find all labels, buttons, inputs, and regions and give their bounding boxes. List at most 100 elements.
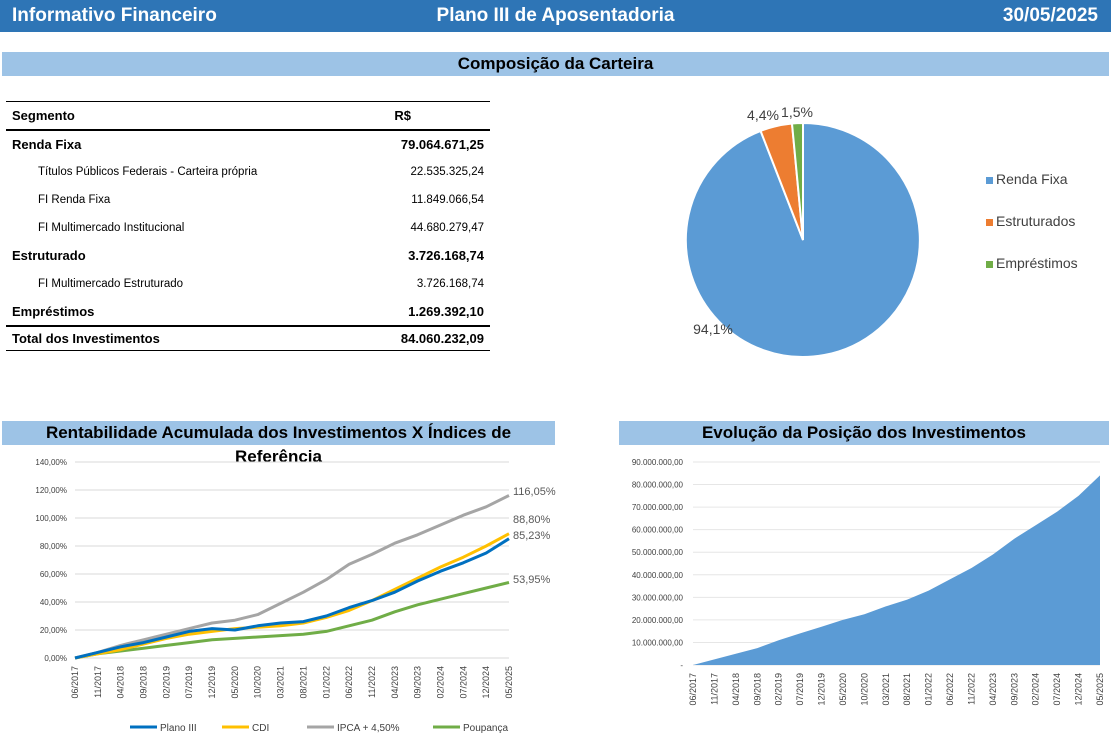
row-value: 79.064.671,25	[400, 136, 484, 152]
x-tick-label: 10/2020	[859, 673, 869, 706]
pie-data-label: 1,5%	[781, 104, 813, 120]
composition-pie-chart: 94,1% 4,4% 1,5% Renda Fixa Estruturados Empré…	[684, 104, 1078, 358]
row-value: 1.269.392,10	[408, 303, 484, 319]
x-tick-label: 02/2019	[161, 666, 171, 699]
x-tick-label: 03/2021	[276, 666, 286, 699]
series-end-label: 116,05%	[513, 486, 556, 498]
x-tick-label: 02/2019	[774, 673, 784, 706]
x-tick-label: 02/2024	[435, 666, 445, 699]
row-value: 3.726.168,74	[408, 248, 484, 263]
y-tick-label: -	[680, 661, 683, 670]
x-tick-label: 08/2021	[902, 673, 912, 706]
x-tick-label: 01/2022	[924, 673, 934, 706]
x-tick-label: 09/2023	[413, 666, 423, 699]
x-tick-label: 06/2017	[70, 666, 80, 699]
x-tick-label: 06/2022	[344, 666, 354, 699]
table-header: Segmento R$	[6, 101, 490, 131]
row-value: 44.680.279,47	[410, 221, 484, 234]
y-tick-label: 140,00%	[35, 458, 67, 467]
subsegment-row: FI Multimercado Institucional 44.680.279,…	[6, 214, 490, 242]
y-tick-label: 60,00%	[40, 570, 67, 579]
row-label: Empréstimos	[12, 303, 95, 319]
y-tick-label: 0,00%	[44, 654, 67, 663]
y-tick-label: 10.000.000,00	[632, 638, 684, 647]
y-tick-label: 80,00%	[40, 542, 67, 551]
subsegment-row: Títulos Públicos Federais - Carteira pró…	[6, 158, 490, 186]
total-value: 84.060.232,09	[359, 324, 490, 351]
row-label: FI Multimercado Institucional	[38, 221, 185, 234]
y-tick-label: 60.000.000,00	[632, 526, 684, 535]
pie-data-label: 94,1%	[693, 321, 733, 337]
legend-label: CDI	[252, 723, 269, 734]
x-tick-label: 05/2025	[1095, 673, 1105, 706]
x-tick-label: 07/2019	[795, 673, 805, 706]
x-tick-label: 11/2022	[966, 673, 976, 705]
x-tick-label: 12/2019	[207, 666, 217, 699]
composition-title: Composição da Carteira	[2, 52, 1109, 76]
returns-line-chart: 0,00% 20,00% 40,00% 60,00% 80,00% 100,00% 120,…	[35, 458, 556, 734]
x-tick-label: 09/2018	[752, 673, 762, 706]
row-value: 22.535.325,24	[410, 165, 484, 178]
legend-swatch	[986, 219, 993, 226]
y-tick-label: 20.000.000,00	[632, 616, 684, 625]
x-tick-label: 06/2022	[945, 673, 955, 706]
returns-title: Rentabilidade Acumulada dos Investimento…	[2, 421, 555, 466]
row-label: Títulos Públicos Federais - Carteira pró…	[38, 165, 258, 178]
legend-label: IPCA + 4,50%	[337, 723, 400, 734]
legend-label: Estruturados	[996, 213, 1075, 229]
y-tick-label: 120,00%	[35, 486, 67, 495]
legend-swatch	[986, 261, 993, 268]
x-tick-label: 03/2021	[881, 673, 891, 706]
row-value: 11.849.066,54	[411, 193, 484, 206]
position-title: Evolução da Posição dos Investimentos	[619, 421, 1109, 445]
portfolio-table: Segmento R$ Renda Fixa 79.064.671,25 Títul…	[6, 101, 490, 351]
x-tick-label: 11/2017	[93, 666, 103, 698]
pie-data-label: 4,4%	[747, 107, 779, 123]
row-value: 3.726.168,74	[416, 277, 484, 290]
x-tick-label: 08/2021	[298, 666, 308, 699]
x-tick-label: 09/2018	[139, 666, 149, 699]
total-row: Total dos Investimentos 84.060.232,09	[6, 324, 490, 351]
legend-swatch	[986, 177, 993, 184]
legend-label: Poupança	[463, 723, 508, 734]
y-tick-label: 90.000.000,00	[632, 458, 684, 467]
segment-row: Estruturado 3.726.168,74	[6, 242, 490, 270]
x-tick-label: 04/2023	[390, 666, 400, 699]
series-line	[74, 494, 510, 660]
total-label: Total dos Investimentos	[6, 324, 360, 351]
position-area-chart: - 10.000.000,00 20.000.000,00 30.000.000,00…	[632, 458, 1105, 706]
header-bar: Informativo Financeiro Plano III de Apos…	[0, 0, 1111, 32]
plan-title: Plano III de Aposentadoria	[436, 5, 675, 26]
y-tick-label: 30.000.000,00	[632, 593, 684, 602]
x-tick-label: 12/2024	[1074, 673, 1084, 706]
segment-row: Renda Fixa 79.064.671,25	[6, 130, 490, 158]
pie-slice	[790, 121, 804, 241]
x-tick-label: 12/2019	[817, 673, 827, 706]
series-end-label: 53,95%	[513, 574, 551, 586]
legend-label: Empréstimos	[996, 255, 1078, 271]
subsegment-row: FI Renda Fixa 11.849.066,54	[6, 186, 490, 214]
report-date: 30/05/2025	[1002, 5, 1098, 26]
row-label: FI Multimercado Estruturado	[38, 277, 184, 290]
col-value: R$	[359, 101, 490, 131]
legend-label: Renda Fixa	[996, 171, 1068, 187]
x-tick-label: 01/2022	[321, 666, 331, 699]
y-tick-label: 40.000.000,00	[632, 571, 684, 580]
x-tick-label: 12/2024	[481, 666, 491, 699]
y-tick-label: 70.000.000,00	[632, 503, 684, 512]
x-tick-label: 11/2022	[367, 666, 377, 698]
area-fill	[693, 475, 1100, 665]
x-tick-label: 07/2024	[458, 666, 468, 699]
legend-label: Plano III	[160, 723, 197, 734]
x-tick-label: 02/2024	[1031, 673, 1041, 706]
series-end-label: 85,23%	[513, 530, 551, 542]
x-tick-label: 06/2017	[688, 673, 698, 706]
segment-row: Empréstimos 1.269.392,10	[6, 298, 490, 326]
y-tick-label: 50.000.000,00	[632, 548, 684, 557]
x-tick-label: 05/2025	[504, 666, 514, 699]
x-tick-label: 07/2019	[184, 666, 194, 699]
x-tick-label: 05/2020	[230, 666, 240, 699]
row-label: FI Renda Fixa	[38, 193, 111, 206]
subsegment-row: FI Multimercado Estruturado 3.726.168,74	[6, 270, 490, 298]
app-title: Informativo Financeiro	[12, 5, 217, 26]
